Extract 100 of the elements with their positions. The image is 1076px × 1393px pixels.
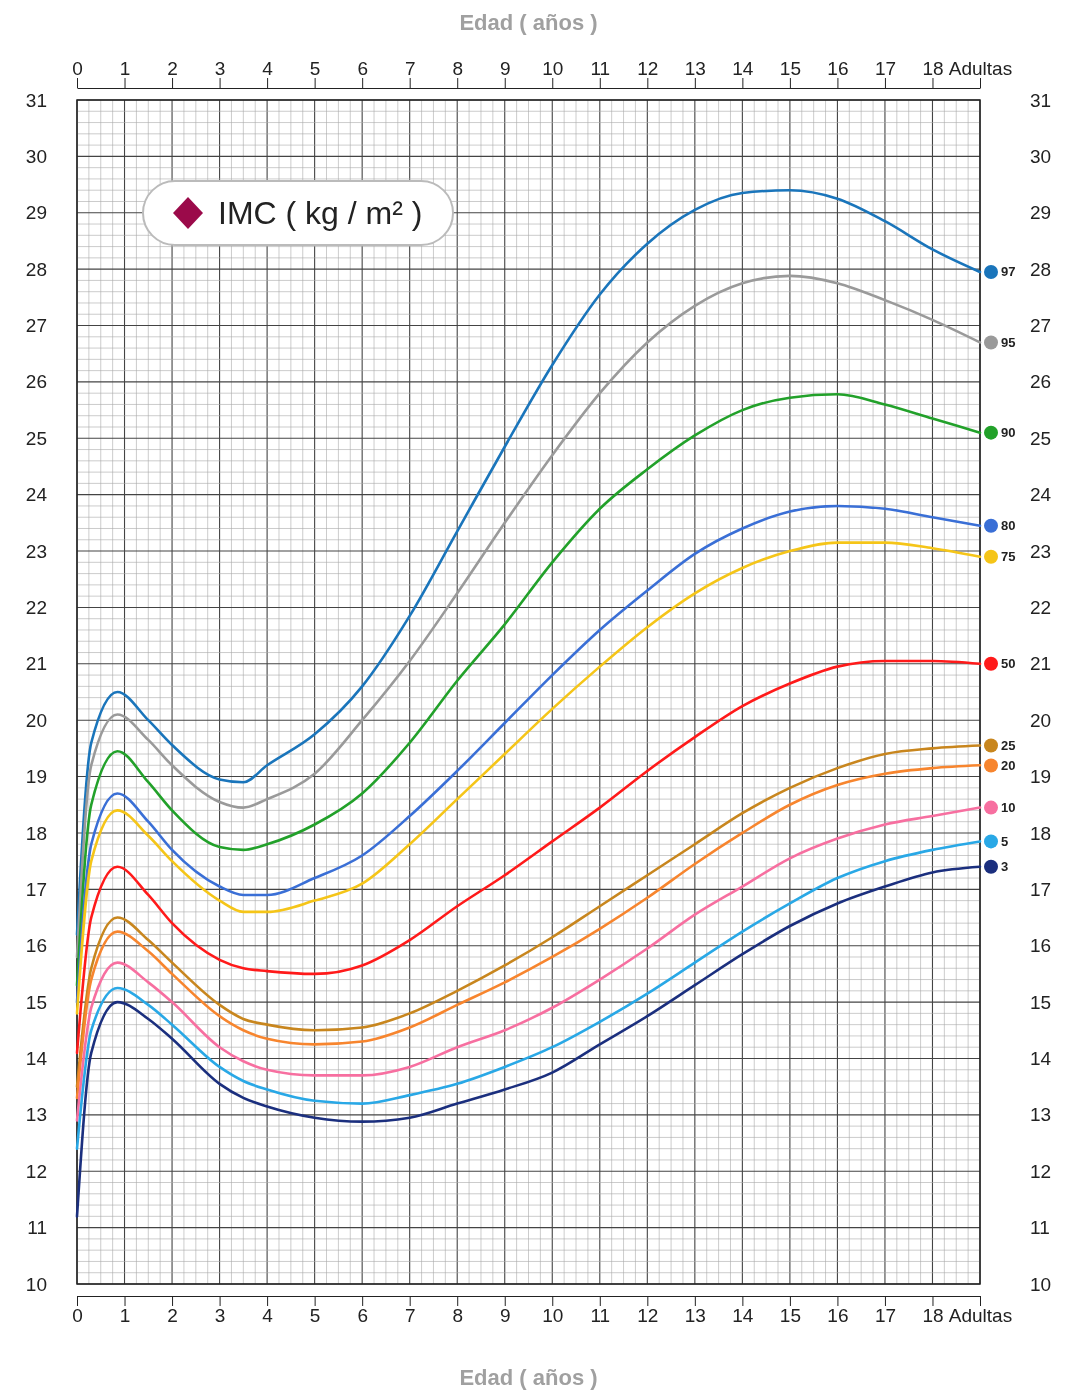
line-series xyxy=(75,865,982,1218)
x2-tick-label: Adultas xyxy=(948,1305,1013,1327)
x2-tick-label: 18 xyxy=(922,1305,944,1327)
y-tick-label: 25 xyxy=(25,427,47,449)
legend-label: 3 xyxy=(1001,859,1009,875)
y-tick-label: 20 xyxy=(25,709,47,731)
x-tick-label: Adultas xyxy=(948,58,1013,79)
y-axis-title: IMC ( kg / m² ) xyxy=(218,195,423,231)
y2-tick-label: 12 xyxy=(1030,1160,1052,1182)
y-tick-label: 18 xyxy=(25,822,47,844)
x-tick-label: 16 xyxy=(827,58,849,79)
y2-tick-label: 25 xyxy=(1030,427,1052,449)
legend-label: 10 xyxy=(1001,800,1016,816)
legend-label: 50 xyxy=(1001,656,1016,672)
x-tick-label: 0 xyxy=(72,58,83,79)
x2-tick-label: 13 xyxy=(684,1305,706,1327)
y2-tick-label: 30 xyxy=(1030,145,1052,167)
legend-label: 80 xyxy=(1001,518,1016,534)
y-tick-label: 10 xyxy=(25,1273,47,1295)
x2-tick-label: 4 xyxy=(262,1305,274,1327)
y-tick-label: 28 xyxy=(25,258,47,280)
x-tick-label: 1 xyxy=(119,58,131,79)
y-tick-label: 16 xyxy=(25,935,47,957)
x-axis-title: Edad ( años ) xyxy=(459,1365,598,1390)
x-tick-label: 4 xyxy=(262,58,274,79)
x-tick-label: 18 xyxy=(922,58,944,79)
x2-tick-label: 0 xyxy=(72,1305,83,1327)
x2-tick-label: 6 xyxy=(357,1305,368,1327)
legend-label: 20 xyxy=(1001,758,1016,774)
y-tick-label: 23 xyxy=(25,540,47,562)
line-series xyxy=(75,659,982,1055)
line-series xyxy=(75,393,982,987)
y2-tick-label: 18 xyxy=(1030,822,1052,844)
line-series xyxy=(75,806,982,1122)
x2-tick-label: 8 xyxy=(452,1305,463,1327)
y-tick-label: 17 xyxy=(25,878,47,900)
x2-tick-label: 1 xyxy=(119,1305,131,1327)
x-tick-label: 3 xyxy=(214,58,226,79)
x-tick-label: 5 xyxy=(309,58,321,79)
legend-label: 97 xyxy=(1001,264,1016,280)
y-tick-label: 19 xyxy=(25,766,47,788)
legend-label: 5 xyxy=(1001,833,1009,849)
y2-tick-label: 22 xyxy=(1030,597,1052,619)
x-tick-label: 10 xyxy=(542,58,564,79)
y-tick-label: 27 xyxy=(25,315,47,337)
x-tick-label: 14 xyxy=(732,58,754,79)
legend-label: 95 xyxy=(1001,334,1016,350)
x2-tick-label: 10 xyxy=(542,1305,564,1327)
y2-tick-label: 23 xyxy=(1030,540,1052,562)
y-tick-label: 13 xyxy=(25,1104,47,1126)
y2-tick-label: 16 xyxy=(1030,935,1052,957)
x2-tick-label: 5 xyxy=(309,1305,321,1327)
y-tick-label: 29 xyxy=(25,202,47,224)
legend-label: 25 xyxy=(1001,738,1016,754)
y-tick-label: 26 xyxy=(25,371,47,393)
y-tick-label: 12 xyxy=(25,1160,47,1182)
y-tick-label: 14 xyxy=(25,1048,48,1070)
x2-tick-label: 2 xyxy=(167,1305,178,1327)
x-tick-label: 8 xyxy=(452,58,463,79)
x2-axis-title: Edad ( años ) xyxy=(459,10,598,35)
y2-tick-label: 24 xyxy=(1030,484,1052,506)
x-tick-label: 15 xyxy=(779,58,801,79)
y2-tick-label: 21 xyxy=(1030,653,1052,675)
x-tick-label: 7 xyxy=(404,58,416,79)
x2-tick-label: 17 xyxy=(874,1305,897,1327)
x-tick-label: 13 xyxy=(684,58,706,79)
y2-tick-label: 28 xyxy=(1030,258,1052,280)
x-tick-label: 2 xyxy=(167,58,178,79)
x2-tick-label: 9 xyxy=(499,1305,511,1327)
x-tick-label: 9 xyxy=(499,58,511,79)
y-tick-label: 22 xyxy=(25,597,47,619)
y2-tick-label: 26 xyxy=(1030,371,1052,393)
y2-tick-label: 10 xyxy=(1030,1273,1052,1295)
x2-tick-label: 7 xyxy=(404,1305,416,1327)
y-tick-label: 15 xyxy=(25,991,47,1013)
y-tick-label: 24 xyxy=(25,484,48,506)
line-series xyxy=(75,840,982,1150)
x2-tick-label: 15 xyxy=(779,1305,801,1327)
y2-tick-label: 11 xyxy=(1030,1217,1050,1239)
y-tick-label: 11 xyxy=(27,1217,47,1239)
y-tick-label: 30 xyxy=(25,145,47,167)
y2-tick-label: 13 xyxy=(1030,1104,1052,1126)
x2-tick-label: 12 xyxy=(637,1305,659,1327)
x-tick-label: 17 xyxy=(874,58,897,79)
y2-tick-label: 29 xyxy=(1030,202,1052,224)
x-tick-label: 6 xyxy=(357,58,368,79)
y2-tick-label: 19 xyxy=(1030,766,1052,788)
y2-tick-label: 27 xyxy=(1030,315,1052,337)
x2-tick-label: 3 xyxy=(214,1305,226,1327)
y2-tick-label: 17 xyxy=(1030,878,1052,900)
y2-tick-label: 15 xyxy=(1030,991,1052,1013)
x-tick-label: 12 xyxy=(637,58,659,79)
x2-tick-label: 16 xyxy=(827,1305,849,1327)
y2-tick-label: 31 xyxy=(1030,89,1052,111)
legend-label: 90 xyxy=(1001,425,1016,441)
y-tick-label: 21 xyxy=(25,653,47,675)
x-tick-label: 11 xyxy=(590,58,611,79)
x2-tick-label: 14 xyxy=(732,1305,754,1327)
y2-tick-label: 20 xyxy=(1030,709,1052,731)
y-tick-label: 31 xyxy=(25,89,47,111)
